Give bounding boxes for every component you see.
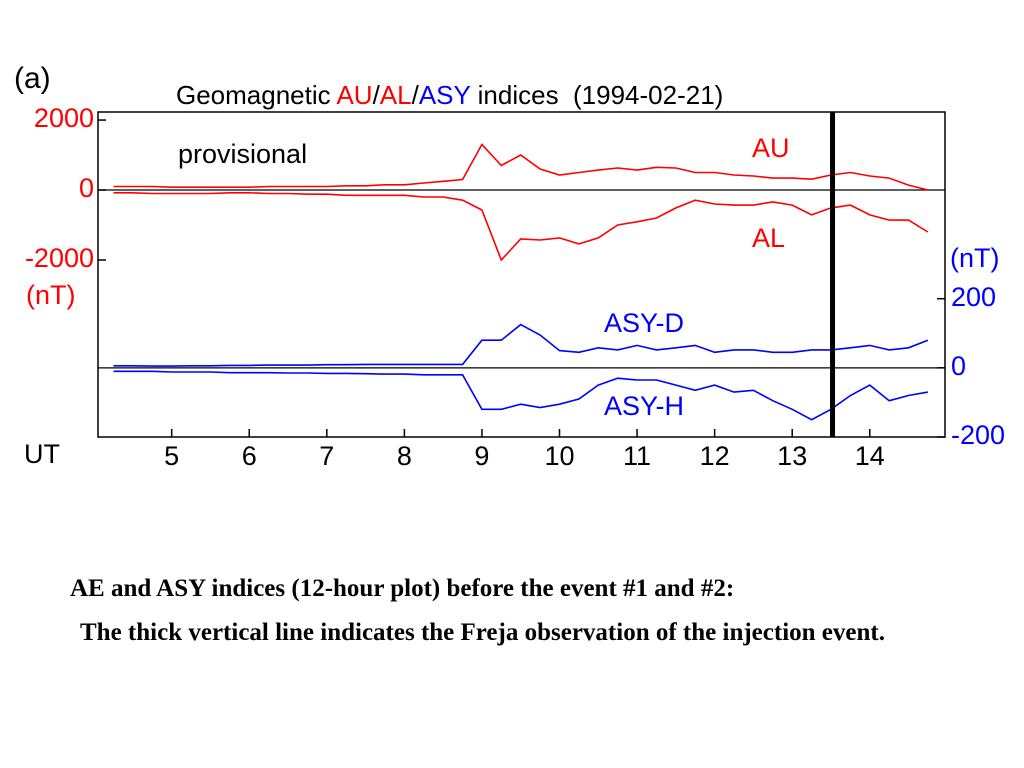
series-line bbox=[113, 192, 929, 262]
caption-line: AE and ASY indices (12-hour plot) before… bbox=[70, 575, 735, 602]
x-tick-label: 14 bbox=[855, 441, 885, 471]
plot-frame bbox=[97, 111, 946, 438]
y2-tick-label: 0 bbox=[951, 351, 966, 381]
y2-axis-label: (nT) bbox=[950, 243, 1000, 273]
title-part: AU bbox=[336, 80, 372, 110]
x-tick-label: 5 bbox=[164, 441, 179, 471]
series-label: AU bbox=[752, 133, 790, 163]
panel-label: (a) bbox=[14, 62, 51, 95]
series-line bbox=[113, 143, 929, 191]
title-part: / bbox=[373, 80, 381, 110]
annotation: provisional bbox=[178, 139, 307, 169]
title-part: indices (1994-02-21) bbox=[470, 80, 723, 110]
y-tick-label: 2000 bbox=[34, 103, 94, 133]
y-tick-label: 0 bbox=[79, 173, 94, 203]
x-tick-label: 6 bbox=[242, 441, 257, 471]
title-part: / bbox=[412, 80, 420, 110]
title-part: AL bbox=[380, 80, 412, 110]
series-line bbox=[113, 323, 929, 367]
x-tick-label: 8 bbox=[397, 441, 412, 471]
x-tick-label: 10 bbox=[544, 441, 574, 471]
x-tick-label: 9 bbox=[474, 441, 489, 471]
series-label: ASY-D bbox=[604, 308, 684, 338]
y2-tick-label: -200 bbox=[951, 420, 1005, 450]
chart-title: Geomagnetic AU/AL/ASY indices (1994-02-2… bbox=[176, 80, 723, 110]
title-part: ASY bbox=[419, 80, 471, 110]
series-line bbox=[113, 370, 929, 421]
caption-line: The thick vertical line indicates the Fr… bbox=[80, 619, 885, 646]
x-axis-label: UT bbox=[24, 439, 60, 469]
series-label: ASY-H bbox=[604, 391, 684, 421]
x-tick-label: 12 bbox=[700, 441, 730, 471]
y-tick-label: -2000 bbox=[25, 243, 94, 273]
title-part: Geomagnetic bbox=[176, 80, 336, 110]
chart: (a) Geomagnetic AU/AL/ASY indices (1994-… bbox=[14, 62, 1005, 471]
series-label: AL bbox=[752, 223, 785, 253]
y2-tick-label: 200 bbox=[951, 282, 996, 312]
x-tick-label: 11 bbox=[623, 441, 651, 471]
x-tick-label: 7 bbox=[319, 441, 334, 471]
y-axis-label: (nT) bbox=[26, 280, 76, 310]
caption: AE and ASY indices (12-hour plot) before… bbox=[70, 572, 970, 660]
x-tick-label: 13 bbox=[777, 441, 807, 471]
